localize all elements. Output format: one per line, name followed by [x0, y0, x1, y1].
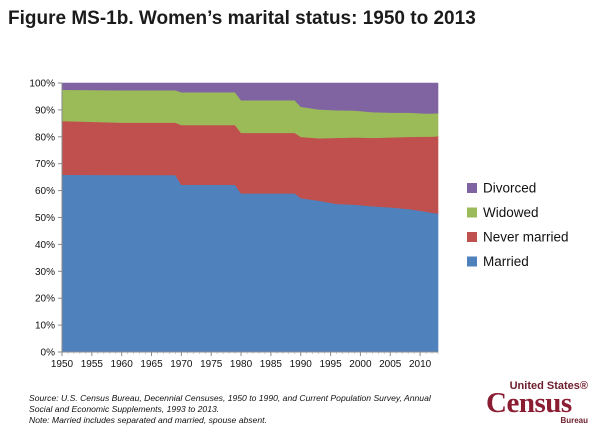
x-tick-label: 1955	[81, 359, 104, 370]
legend-label-married: Married	[483, 254, 529, 269]
census-bureau-logo: United States® Census Bureau	[484, 378, 592, 430]
source-note: Source: U.S. Census Bureau, Decennial Ce…	[29, 393, 469, 426]
plot-areas	[61, 82, 439, 353]
source-line-1: Source: U.S. Census Bureau, Decennial Ce…	[29, 393, 431, 403]
legend-swatch-never-married	[467, 232, 477, 242]
legend-swatch-divorced	[467, 183, 477, 193]
x-tick-label: 2000	[349, 359, 372, 370]
y-tick-label: 10%	[35, 321, 55, 332]
legend-label-widowed: Widowed	[483, 205, 539, 220]
y-tick-label: 30%	[35, 267, 55, 278]
x-tick-label: 1990	[290, 359, 313, 370]
x-axis-ticks: 1950 1955 1960 1965 1970 1975 1980 1985 1990 1995…	[51, 352, 439, 370]
x-tick-label: 1980	[230, 359, 253, 370]
x-tick-label: 1970	[170, 359, 193, 370]
x-tick-label: 2010	[409, 359, 432, 370]
source-note-line: Note: Married includes separated and mar…	[29, 415, 267, 425]
y-axis-ticks: 0% 10% 20% 30% 40% 50% 60% 70% 80% 90% 100%	[29, 79, 62, 359]
y-tick-label: 90%	[35, 105, 55, 116]
x-tick-label: 1975	[200, 359, 223, 370]
y-tick-label: 0%	[41, 348, 56, 359]
area-divorced	[61, 82, 439, 114]
logo-united-states: United States®	[509, 380, 588, 392]
chart-title: Figure MS-1b. Women’s marital status: 19…	[8, 8, 476, 29]
y-tick-label: 100%	[29, 79, 55, 90]
x-tick-label: 1985	[260, 359, 283, 370]
source-line-2: Social and Economic Supplements, 1993 to…	[29, 404, 220, 414]
y-tick-label: 70%	[35, 159, 55, 170]
x-tick-label: 1950	[51, 359, 74, 370]
y-tick-label: 60%	[35, 186, 55, 197]
legend: Divorced Widowed Never married Married	[467, 181, 569, 269]
y-tick-label: 50%	[35, 213, 55, 224]
x-tick-label: 1960	[111, 359, 134, 370]
y-tick-label: 20%	[35, 294, 55, 305]
logo-census: Census	[486, 387, 572, 419]
y-tick-label: 40%	[35, 240, 55, 251]
x-tick-label: 1965	[140, 359, 163, 370]
legend-label-divorced: Divorced	[483, 181, 536, 196]
legend-swatch-widowed	[467, 207, 477, 218]
x-tick-label: 2005	[379, 359, 402, 370]
x-tick-label: 1995	[319, 359, 342, 370]
logo-bureau: Bureau	[560, 416, 588, 425]
y-tick-label: 80%	[35, 132, 55, 143]
legend-label-never-married: Never married	[483, 230, 569, 245]
legend-swatch-married	[467, 256, 477, 267]
